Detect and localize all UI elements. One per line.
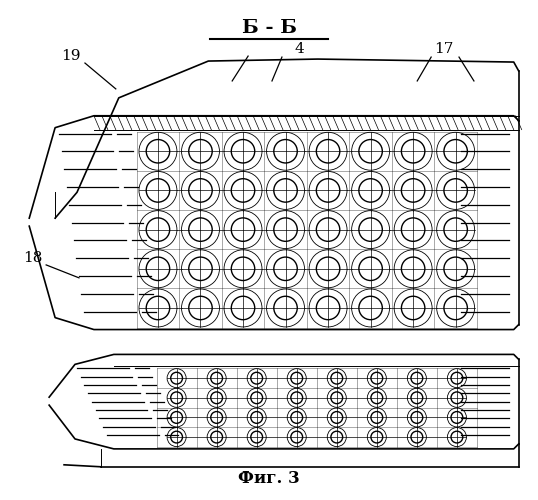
Text: 4: 4	[295, 42, 305, 56]
Text: 17: 17	[434, 42, 454, 56]
Text: 19: 19	[61, 49, 81, 63]
Text: 18: 18	[24, 251, 43, 265]
Text: Б - Б: Б - Б	[242, 20, 296, 38]
Text: Фиг. 3: Фиг. 3	[238, 470, 300, 486]
